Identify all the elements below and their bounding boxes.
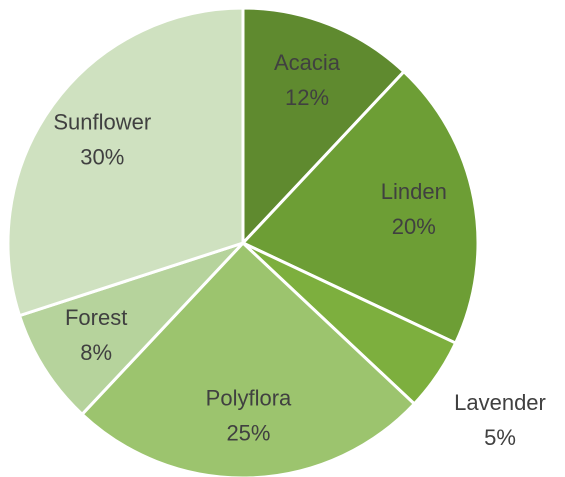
pie-slice <box>241 6 406 247</box>
slice-value: 12% <box>285 85 329 110</box>
pie-slice <box>240 69 480 346</box>
slice-label: Acacia <box>274 50 341 75</box>
slice-value: 20% <box>392 214 436 239</box>
pie-slice <box>17 241 245 417</box>
slice-label: Linden <box>381 179 447 204</box>
pie-slice <box>80 240 417 477</box>
slice-label: Sunflower <box>53 110 151 135</box>
slice-label: Lavender <box>454 390 546 415</box>
slice-label: Forest <box>65 305 127 330</box>
slice-value: 5% <box>484 425 516 450</box>
pie-slice <box>6 6 245 318</box>
slice-value: 30% <box>80 145 124 170</box>
slice-value: 8% <box>80 340 112 365</box>
slice-label: Polyflora <box>206 386 292 411</box>
slice-value: 25% <box>226 421 270 446</box>
